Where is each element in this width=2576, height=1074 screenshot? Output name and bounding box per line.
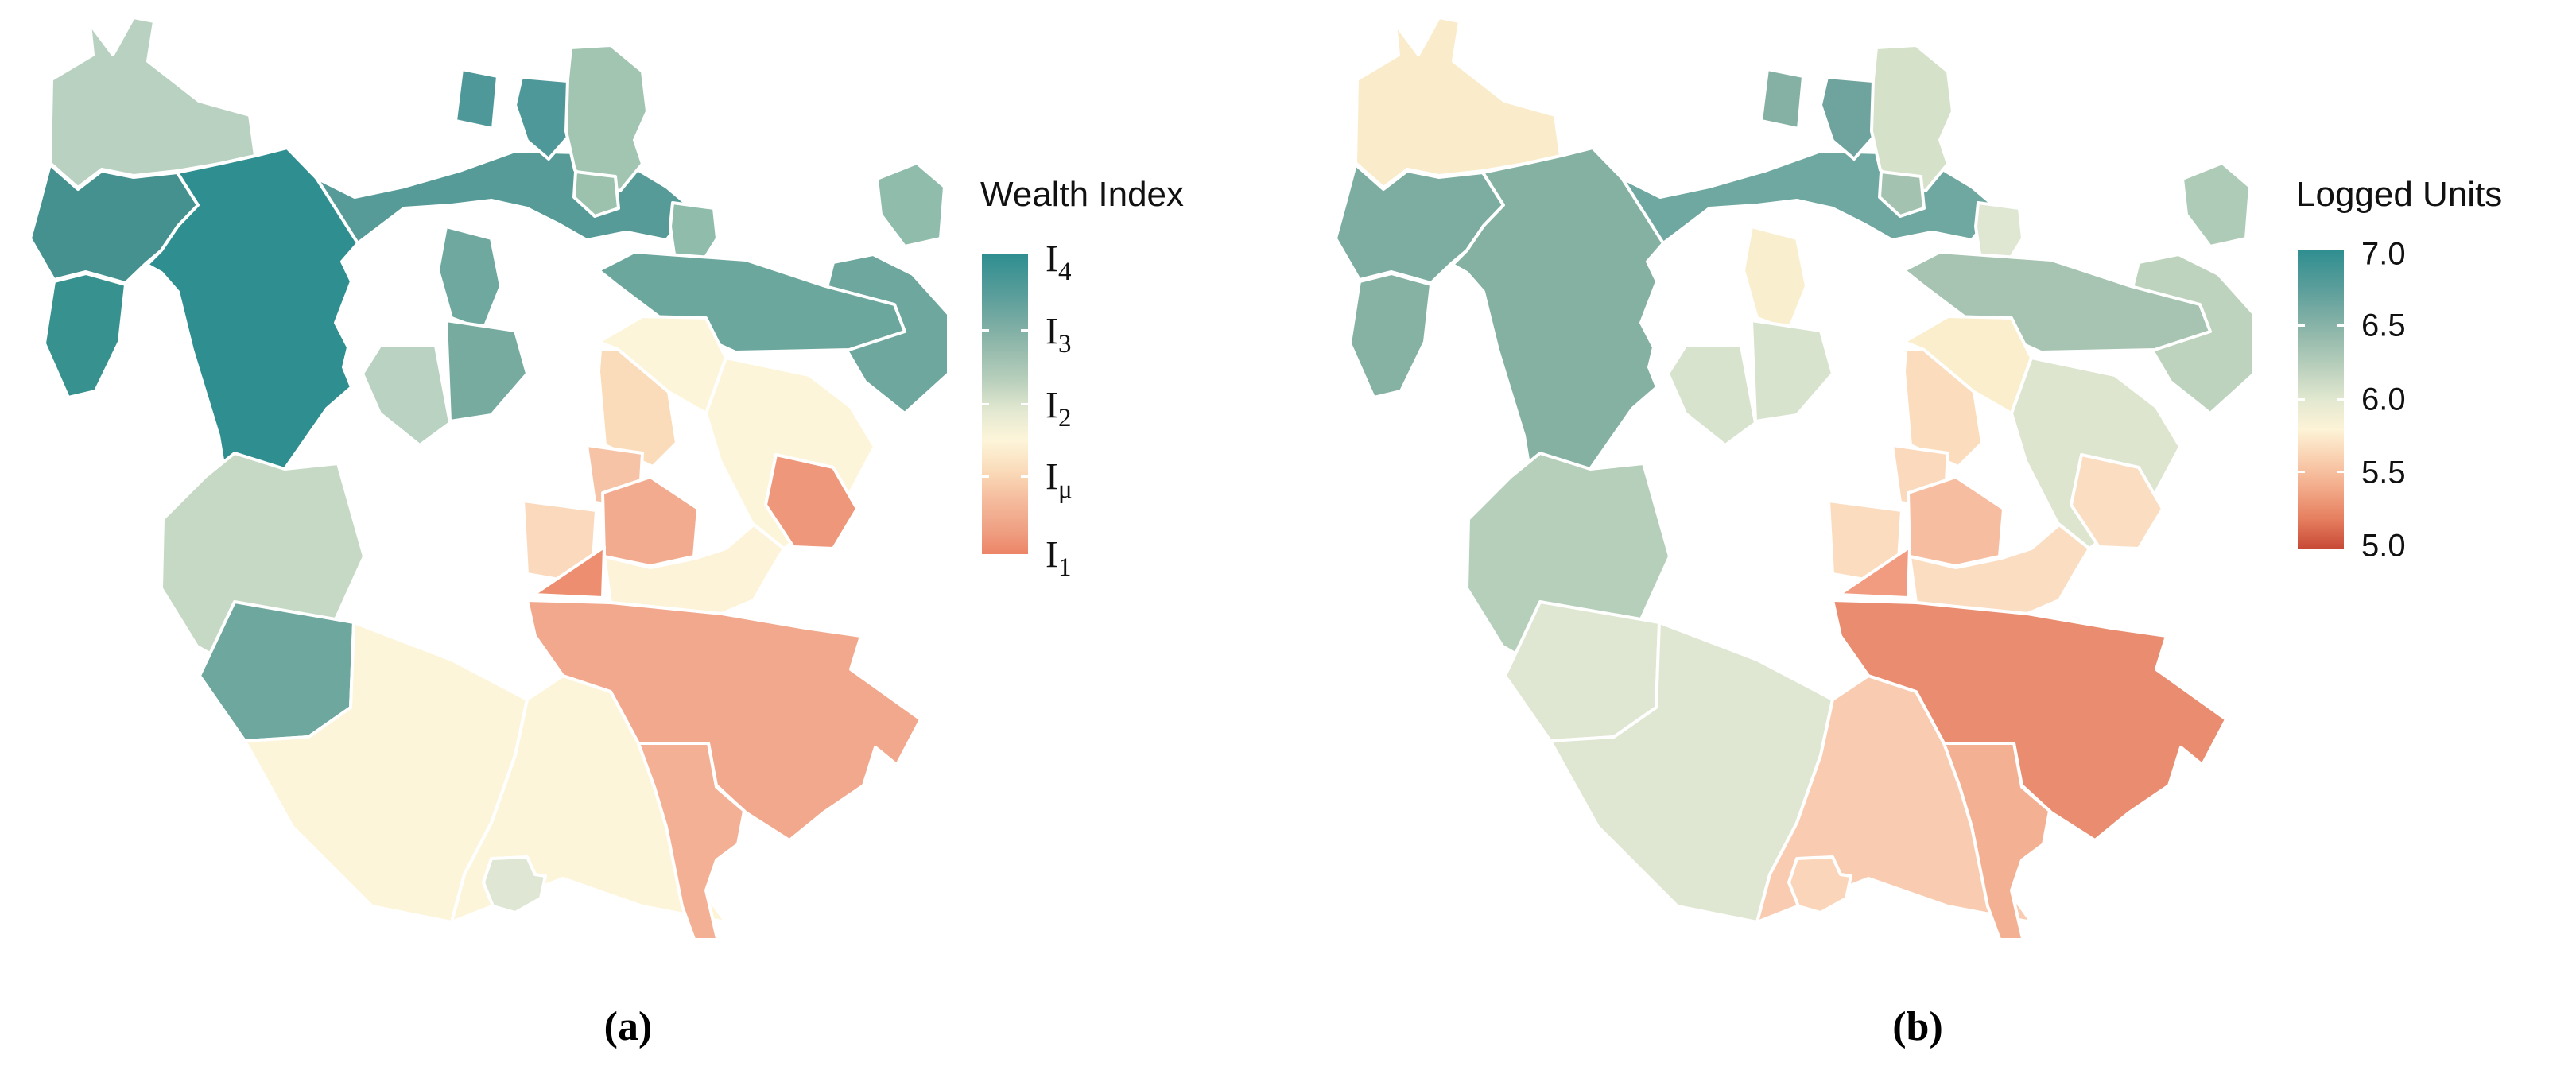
colorbar-tick <box>982 475 989 478</box>
legend-a-title: Wealth Index <box>980 175 1185 214</box>
map-region-backbay-pale <box>361 344 452 447</box>
colorbar-tick <box>2337 324 2344 327</box>
map-region-fenway <box>436 225 502 332</box>
colorbar-tick <box>982 403 989 405</box>
map-region-roxbury-main <box>1907 475 2005 568</box>
map-region-enclave <box>482 855 547 914</box>
map-region-brighton-core <box>1451 146 1665 493</box>
legend-b-label-50: 5.0 <box>2361 528 2406 564</box>
map-region-charlestown <box>1819 76 1880 161</box>
map-region-ne-salmon <box>764 453 859 550</box>
colorbar-tick <box>982 329 989 332</box>
colorbar-tick <box>1021 329 1028 332</box>
map-region-longwood <box>444 319 529 423</box>
map-region-roxbury-main <box>601 475 700 568</box>
legend-wealth-index: Wealth Index I4 I3 I2 Iμ I1 <box>980 175 1267 581</box>
map-region-west-lower <box>1348 272 1433 399</box>
map-region-dorchester <box>1831 599 2228 842</box>
colorbar-tick <box>2298 324 2305 327</box>
map-region-east-boston <box>564 44 649 192</box>
map-region-dorchester <box>526 599 922 842</box>
legend-a-label-i2: I2 <box>1046 384 1072 433</box>
map-region-ne-sage <box>2181 161 2252 248</box>
colorbar-tick <box>2337 398 2344 401</box>
map-region-mattapan <box>1942 742 2051 938</box>
legend-b-label-65: 6.5 <box>2361 308 2406 343</box>
legend-a-label-i4: I4 <box>1046 238 1072 287</box>
map-region-fenway <box>1742 225 1808 332</box>
legend-b-label-55: 5.5 <box>2361 455 2406 490</box>
map-region-roxbury-triangle <box>532 545 606 599</box>
map-region-south-boston-band <box>1903 250 2212 354</box>
caption-panel-b: (b) <box>1892 1004 1943 1049</box>
map-panel-a <box>29 16 950 938</box>
legend-a-label-imu: Iμ <box>1046 456 1073 505</box>
map-panel-b <box>1334 16 2256 938</box>
legend-b-label-70: 7.0 <box>2361 236 2406 272</box>
colorbar-tick <box>2298 471 2305 473</box>
legend-logged-units: Logged Units 7.0 6.5 6.0 5.5 5.0 <box>2296 175 2576 564</box>
map-region-north-rect <box>454 68 499 130</box>
map-region-backbay-pale <box>1666 344 1757 447</box>
map-region-east-boston <box>1870 44 1954 192</box>
colorbar-tick <box>1021 403 1028 405</box>
map-region-longwood <box>1750 319 1834 423</box>
map-region-roxbury-triangle <box>1837 545 1911 599</box>
map-region-eb-lobe <box>1878 170 1926 218</box>
colorbar-tick <box>1021 475 1028 478</box>
colorbar-wealth-index <box>982 254 1028 554</box>
colorbar-tick <box>2298 398 2305 401</box>
legend-a-label-i1: I1 <box>1046 533 1072 583</box>
map-region-eb-lobe <box>572 170 620 218</box>
map-region-south-boston-band <box>597 250 906 354</box>
map-region-ne-sage <box>875 161 946 248</box>
legend-a-label-i3: I3 <box>1046 310 1072 359</box>
map-region-charlestown <box>514 76 574 161</box>
colorbar-tick <box>2337 471 2344 473</box>
map-region-north-rect <box>1759 68 1805 130</box>
map-region-ne-salmon <box>2070 453 2164 550</box>
legend-b-label-60: 6.0 <box>2361 382 2406 417</box>
map-region-brighton-core <box>145 146 359 493</box>
map-region-west-lower <box>43 272 127 399</box>
map-region-mattapan <box>637 742 746 938</box>
caption-panel-a: (a) <box>603 1004 653 1049</box>
legend-b-title: Logged Units <box>2296 175 2503 214</box>
colorbar-logged-units <box>2298 250 2344 549</box>
map-region-enclave <box>1787 855 1852 914</box>
